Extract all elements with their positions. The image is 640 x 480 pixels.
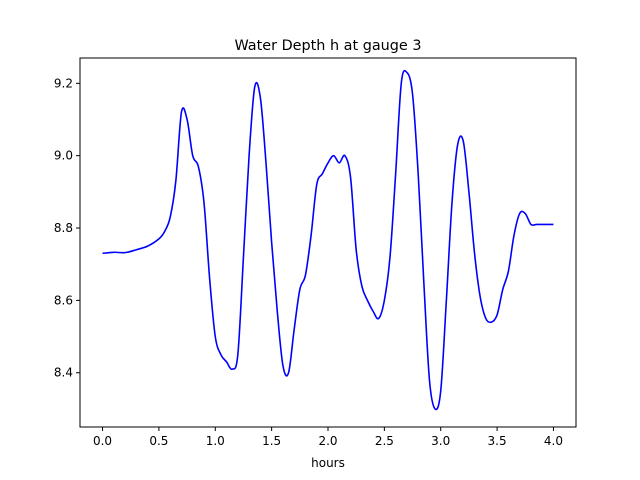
series-line	[102, 69, 554, 411]
x-tick-label: 1.0	[206, 434, 225, 448]
chart-title: Water Depth h at gauge 3	[234, 38, 421, 54]
x-tick-label: 0.0	[93, 434, 112, 448]
x-tick-label: 0.5	[149, 434, 168, 448]
y-tick-label: 8.8	[54, 221, 73, 235]
axes-frame	[79, 57, 577, 428]
y-tick-label: 9.0	[54, 149, 73, 163]
x-tick-label: 2.5	[375, 434, 394, 448]
x-tick-label: 3.5	[488, 434, 507, 448]
y-tick-label: 9.2	[54, 76, 73, 90]
y-axis: 8.4 8.6 8.8 9.0 9.2	[54, 76, 80, 380]
x-tick-label: 1.5	[262, 434, 281, 448]
x-tick-label: 4.0	[544, 434, 563, 448]
y-tick-label: 8.6	[54, 293, 73, 307]
y-tick-label: 8.4	[54, 366, 73, 380]
x-axis-label: hours	[311, 456, 345, 470]
x-axis: 0.0 0.5 1.0 1.5 2.0 2.5 3.0 3.5 4.0	[93, 427, 563, 448]
plot-area	[102, 69, 554, 411]
x-tick-label: 2.0	[318, 434, 337, 448]
x-tick-label: 3.0	[431, 434, 450, 448]
